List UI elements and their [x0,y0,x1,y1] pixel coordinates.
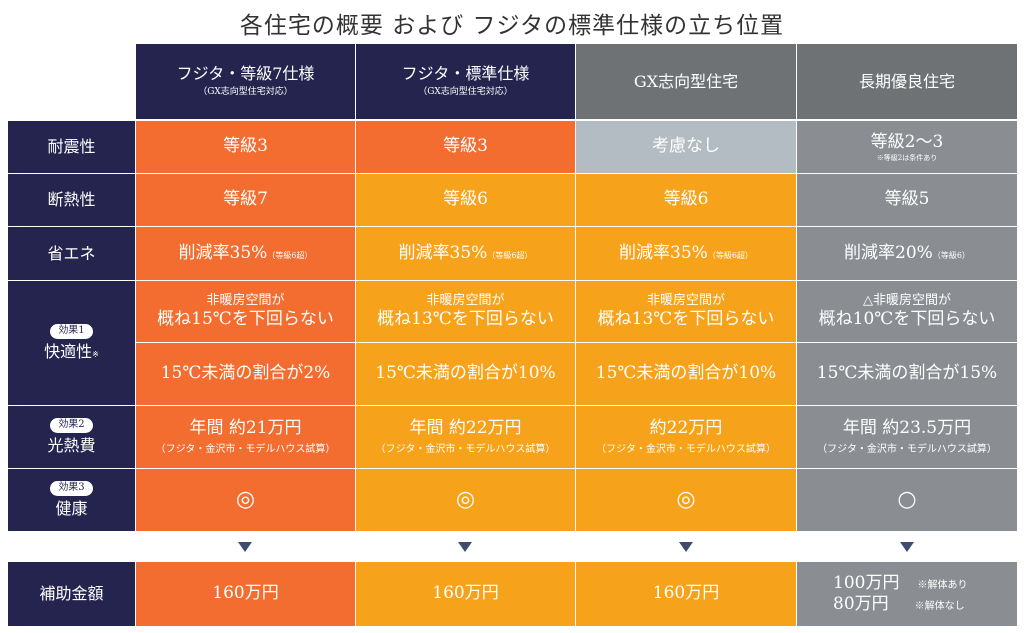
row-label-energy: 省エネ [8,227,135,280]
subsidy-col-1: 160万円 [136,562,355,626]
energy-col-1-main: 削減率35% [178,242,268,263]
health-col-4: ○ [797,469,1017,531]
subsidy-col-4-amount-2: 80万円 [833,594,889,614]
header-col-2: フジタ・標準仕様 （GX志向型住宅対応） [356,44,575,119]
comfort-top-col-1-line2: 概ね15℃を下回らない [157,309,334,329]
header-col-1: フジタ・等級7仕様 （GX志向型住宅対応） [136,44,355,119]
seismic-col-4-value: 等級2〜3 [870,131,944,152]
header-col-1-name: フジタ・等級7仕様 [176,64,315,84]
utility-col-4-sub: （フジタ・金沢市・モデルハウス試算） [817,443,997,455]
energy-col-1-sub: （等級6超） [267,250,313,260]
comfort-badge: 効果1 [50,324,93,339]
comfort-mark: ※ [92,349,99,359]
health-col-2: ◎ [356,469,575,531]
seismic-col-4: 等級2〜3 ※等級2は条件あり [797,121,1017,173]
down-arrow-icon [679,542,693,552]
energy-col-2-main: 削減率35% [398,242,488,263]
subsidy-col-4-line-1: 100万円 ※解体あり [833,573,967,594]
comfort-top-col-3: 非暖房空間が 概ね13℃を下回らない [576,281,796,342]
row-label-comfort: 効果1 快適性※ [8,281,135,405]
row-label-utility: 効果2 光熱費 [8,406,135,468]
seismic-col-2: 等級3 [356,121,575,173]
energy-col-3-sub: （等級6超） [707,250,753,260]
energy-col-4-main: 削減率20% [844,242,933,263]
health-col-3: ◎ [576,469,796,531]
seismic-col-1: 等級3 [136,121,355,173]
comfort-top-col-3-line2: 概ね13℃を下回らない [597,309,775,329]
utility-col-2-main: 年間 約22万円 [409,417,522,438]
row-label-subsidy: 補助金額 [8,562,135,626]
comfort-bottom-col-4: 15℃未満の割合が15% [797,343,1017,405]
utility-col-1: 年間 約21万円 （フジタ・金沢市・モデルハウス試算） [136,406,355,468]
insulation-col-2: 等級6 [356,174,575,226]
health-badge: 効果3 [50,481,93,496]
energy-col-4: 削減率20%（等級6） [797,227,1017,280]
comfort-top-col-2-line1: 非暖房空間が [426,292,505,308]
subsidy-col-4-note-2: ※解体なし [914,601,965,612]
down-arrow-icon [900,542,914,552]
comfort-bottom-col-3: 15℃未満の割合が10% [576,343,796,405]
down-arrow-icon [238,542,252,552]
subsidy-col-2: 160万円 [356,562,575,626]
utility-col-4-main: 年間 約23.5万円 [842,417,972,438]
energy-col-3-main: 削減率35% [619,242,708,263]
utility-col-1-sub: （フジタ・金沢市・モデルハウス試算） [155,443,336,455]
comfort-top-col-1: 非暖房空間が 概ね15℃を下回らない [136,281,355,342]
header-col-2-name: フジタ・標準仕様 [401,64,530,84]
seismic-col-4-note: ※等級2は条件あり [876,153,938,162]
subsidy-col-4: 100万円 ※解体あり 80万円 ※解体なし [797,562,1017,626]
energy-col-4-sub: （等級6） [932,250,970,260]
comfort-top-col-4: △非暖房空間が 概ね10℃を下回らない [797,281,1017,342]
health-col-1: ◎ [136,469,355,531]
energy-col-2-sub: （等級6超） [487,250,533,260]
insulation-col-3: 等級6 [576,174,796,226]
page-title: 各住宅の概要 および フジタの標準仕様の立ち位置 [239,13,785,39]
utility-label: 光熱費 [47,435,96,455]
utility-col-3-sub: （フジタ・金沢市・モデルハウス試算） [596,443,776,455]
health-label: 健康 [55,498,88,518]
comfort-top-col-2: 非暖房空間が 概ね13℃を下回らない [356,281,575,342]
utility-col-2: 年間 約22万円 （フジタ・金沢市・モデルハウス試算） [356,406,575,468]
comfort-top-col-2-line2: 概ね13℃を下回らない [377,309,554,329]
seismic-col-3: 考慮なし [576,121,796,173]
comfort-bottom-col-1: 15℃未満の割合が2% [136,343,355,405]
comfort-label: 快適性 [44,341,93,361]
comfort-bottom-col-2: 15℃未満の割合が10% [356,343,575,405]
utility-col-3: 約22万円 （フジタ・金沢市・モデルハウス試算） [576,406,796,468]
comfort-top-col-4-line2: 概ね10℃を下回らない [818,309,996,329]
utility-badge: 効果2 [50,418,93,433]
comfort-top-col-1-line1: 非暖房空間が [206,292,285,308]
energy-col-1: 削減率35%（等級6超） [136,227,355,280]
insulation-col-4: 等級5 [797,174,1017,226]
energy-col-2: 削減率35%（等級6超） [356,227,575,280]
utility-col-1-main: 年間 約21万円 [189,417,302,438]
row-label-health: 効果3 健康 [8,469,135,531]
insulation-col-1: 等級7 [136,174,355,226]
subsidy-col-4-note-1: ※解体あり [917,579,968,591]
subsidy-col-4-amount-1: 100万円 [833,572,900,593]
header-col-3-name: GX志向型住宅 [633,71,739,91]
utility-col-2-sub: （フジタ・金沢市・モデルハウス試算） [375,443,556,455]
header-col-4: 長期優良住宅 [797,44,1017,119]
utility-col-3-main: 約22万円 [649,417,723,438]
utility-col-4: 年間 約23.5万円 （フジタ・金沢市・モデルハウス試算） [797,406,1017,468]
comfort-top-col-3-line1: 非暖房空間が [646,292,725,308]
subsidy-col-4-line-2: 80万円 ※解体なし [833,594,965,615]
energy-col-3: 削減率35%（等級6超） [576,227,796,280]
header-col-2-sub: （GX志向型住宅対応） [418,87,513,98]
down-arrow-icon [458,542,472,552]
comfort-top-col-4-line1: △非暖房空間が [863,292,951,308]
header-col-1-sub: （GX志向型住宅対応） [198,87,293,98]
row-label-insulation: 断熱性 [8,174,135,226]
header-col-3: GX志向型住宅 [576,44,796,119]
header-col-4-name: 長期優良住宅 [858,71,955,91]
subsidy-col-3: 160万円 [576,562,796,626]
row-label-seismic: 耐震性 [8,121,135,173]
